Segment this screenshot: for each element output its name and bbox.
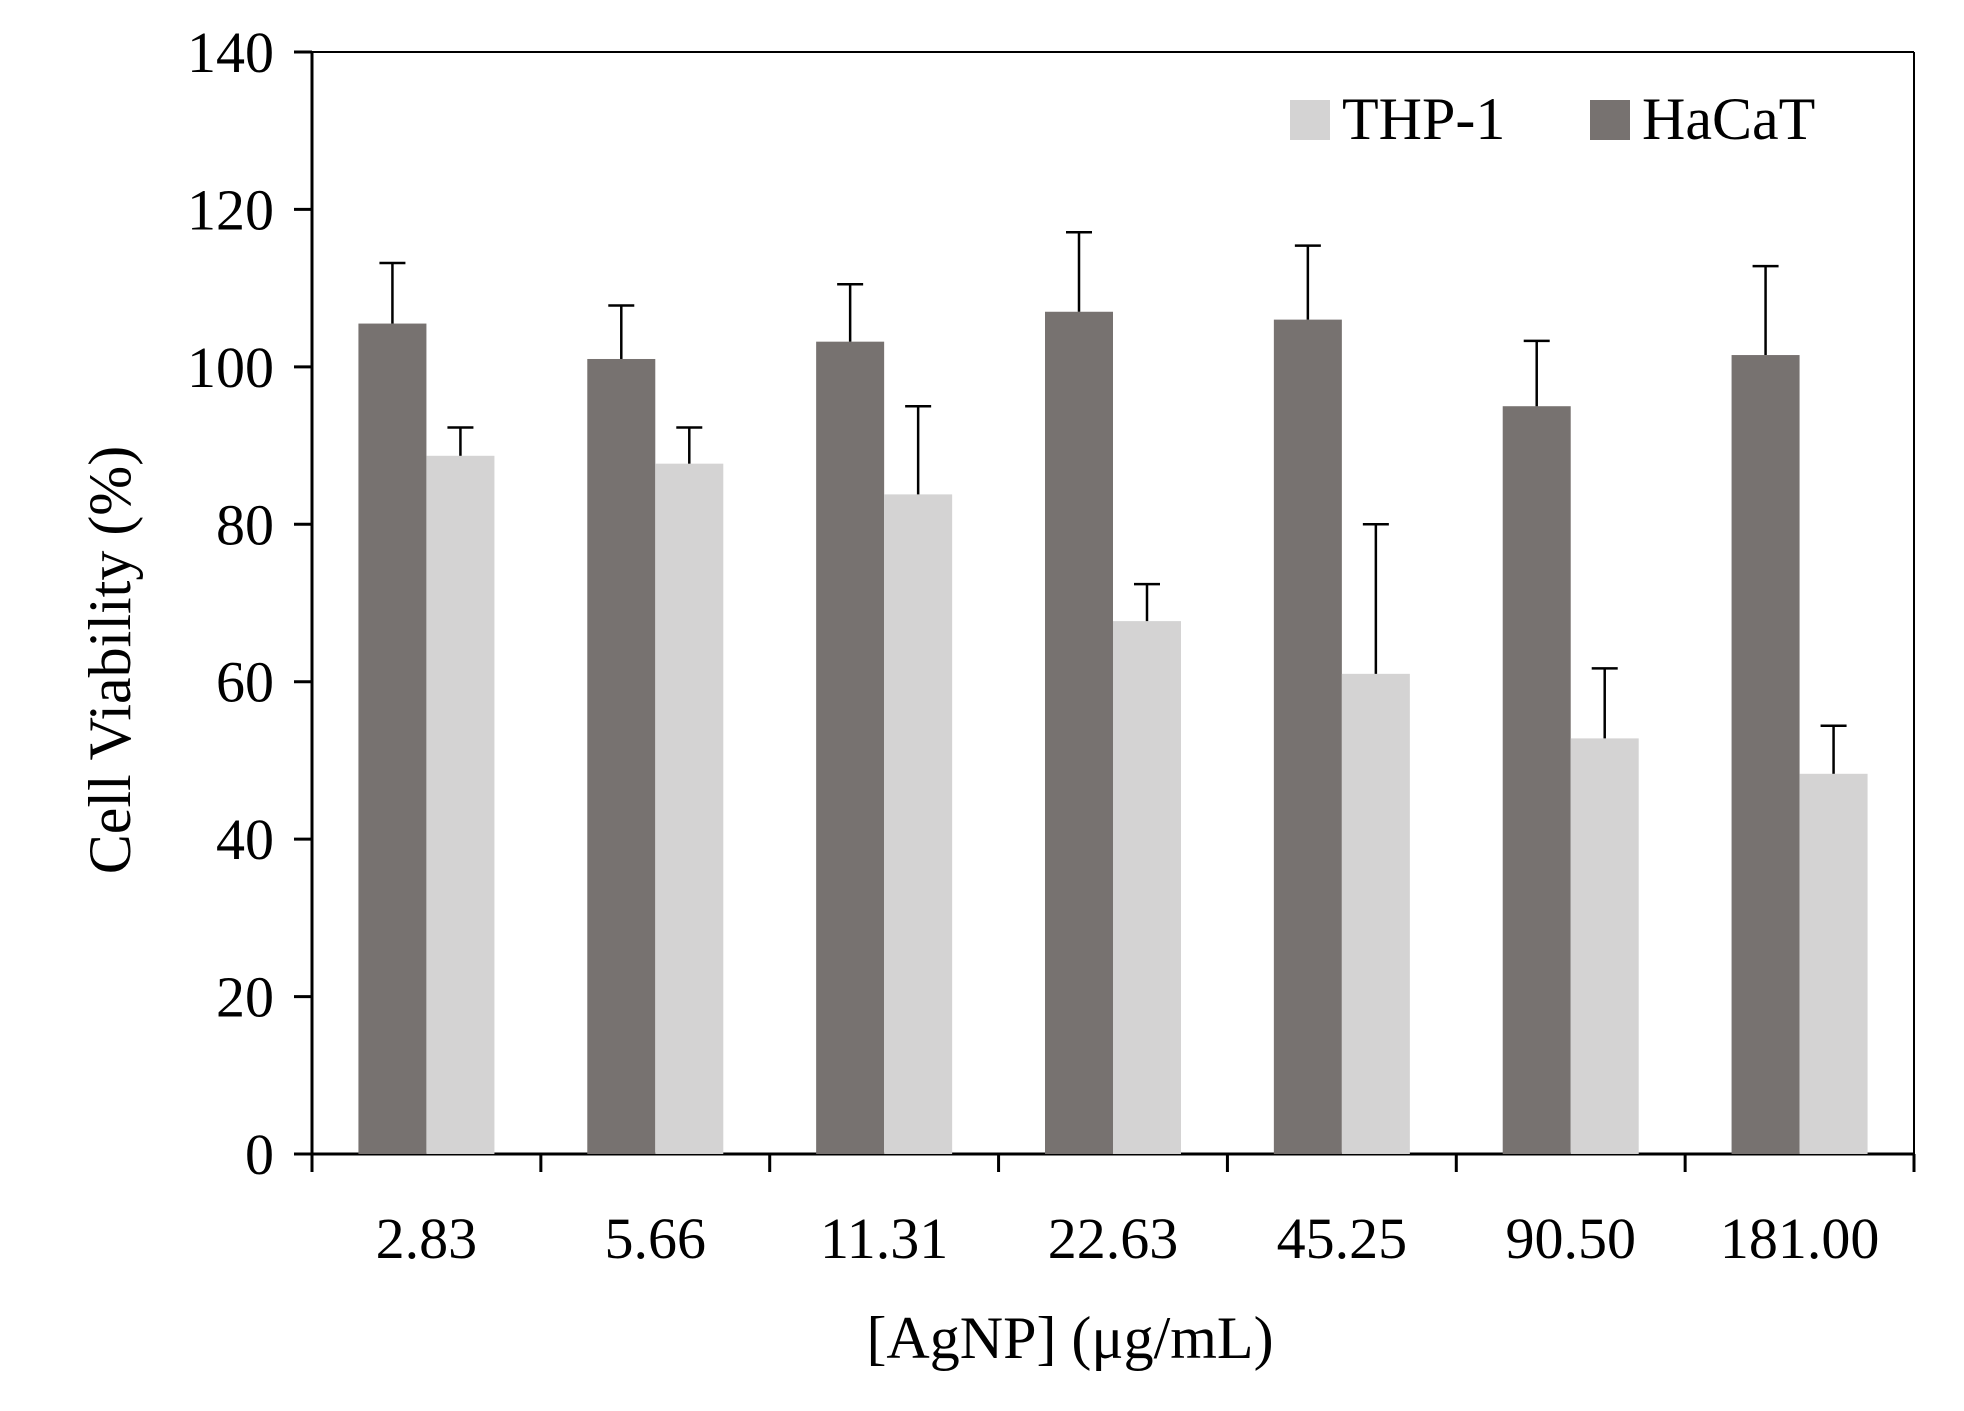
y-axis: 0 20 40 60 80 100 120 140 [187,20,312,1187]
bar-thp-1 [426,455,495,1154]
bar-hacat [587,358,656,1154]
bar-thp-1 [1570,738,1639,1154]
x-tick-label: 5.66 [605,1206,707,1271]
bar-hacat [816,341,885,1154]
bar-hacat [1731,355,1800,1154]
bar-thp-1 [1113,621,1181,1154]
y-tick-label: 0 [245,1122,274,1187]
y-tick-label: 20 [216,965,274,1030]
y-tick-label: 100 [187,335,274,400]
x-tick-label: 181.00 [1720,1206,1880,1271]
legend-swatch-thp-1 [1290,100,1330,140]
bar-hacat [1045,311,1113,1154]
x-axis: 2.83 5.66 11.31 22.63 45.25 90.50 181.00 [310,1154,1916,1271]
error-bars-layer [379,231,1847,774]
legend-label-hacat: HaCaT [1642,86,1815,152]
bar-hacat [1273,319,1342,1155]
bar-thp-1 [1799,773,1868,1154]
bar-hacat [1502,406,1571,1154]
y-tick-label: 60 [216,650,274,715]
y-tick-label: 80 [216,492,274,557]
bar-thp-1 [1341,673,1410,1154]
x-tick-label: 45.25 [1277,1206,1408,1271]
x-tick-label: 22.63 [1048,1206,1179,1271]
bars-layer [358,311,1868,1155]
legend: THP-1 HaCaT [1290,86,1815,152]
bar-thp-1 [884,494,953,1155]
x-tick-label: 2.83 [376,1206,478,1271]
y-tick-label: 40 [216,807,274,872]
bar-hacat [358,323,427,1154]
plot-frame [294,51,1915,1172]
bar-thp-1 [655,463,724,1154]
legend-label-thp-1: THP-1 [1342,86,1505,152]
x-axis-title: [AgNP] (μg/mL) [866,1305,1273,1371]
legend-swatch-hacat [1590,100,1630,140]
y-tick-label: 140 [187,20,274,85]
x-tick-label: 11.31 [820,1206,948,1271]
y-tick-label: 120 [187,177,274,242]
x-tick-label: 90.50 [1505,1206,1636,1271]
y-axis-title: Cell Viability (%) [77,446,143,875]
